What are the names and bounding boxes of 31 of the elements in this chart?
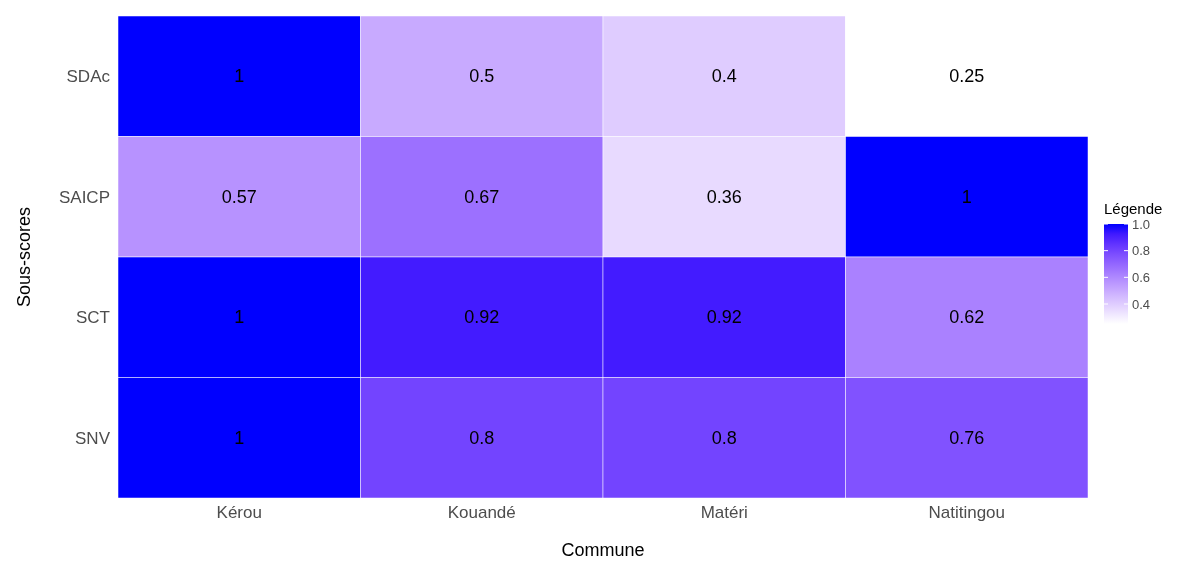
data-label: 0.62 — [949, 307, 985, 328]
data-label: 1 — [961, 186, 972, 207]
data-label: 0.8 — [711, 427, 737, 448]
data-label: 0.92 — [706, 307, 742, 328]
y-tick-label: SNV — [75, 428, 111, 448]
x-tick-label: Kérou — [216, 503, 262, 523]
color-bar-label: 0.8 — [1132, 243, 1151, 259]
data-label: 0.8 — [469, 427, 495, 448]
data-label: 1 — [234, 66, 245, 87]
data-label: 1 — [234, 307, 245, 328]
x-axis-title: Commune — [561, 540, 645, 560]
y-tick-label: SDAc — [66, 67, 111, 87]
data-label: 0.25 — [949, 66, 985, 87]
y-tick-label: SAICP — [58, 187, 110, 207]
x-tick-label: Matéri — [700, 503, 748, 523]
color-bar-label: 0.6 — [1132, 269, 1151, 285]
data-label: 0.4 — [711, 66, 737, 87]
data-label: 0.36 — [706, 186, 742, 207]
legend-title: Légende — [1104, 200, 1163, 217]
y-tick-label: SCT — [76, 308, 110, 328]
x-tick-label: Kouandé — [447, 503, 516, 523]
data-label: 0.76 — [949, 427, 985, 448]
data-label: 0.5 — [469, 66, 495, 87]
data-label: 0.57 — [221, 186, 257, 207]
data-label: 0.92 — [464, 307, 500, 328]
data-label: 1 — [234, 427, 245, 448]
data-label: 0.67 — [464, 186, 500, 207]
color-bar-label: 0.4 — [1132, 296, 1151, 312]
color-bar-label: 1.0 — [1132, 216, 1151, 232]
x-tick-label: Natitingou — [928, 503, 1006, 523]
y-axis-title: Sous-scores — [14, 206, 35, 308]
